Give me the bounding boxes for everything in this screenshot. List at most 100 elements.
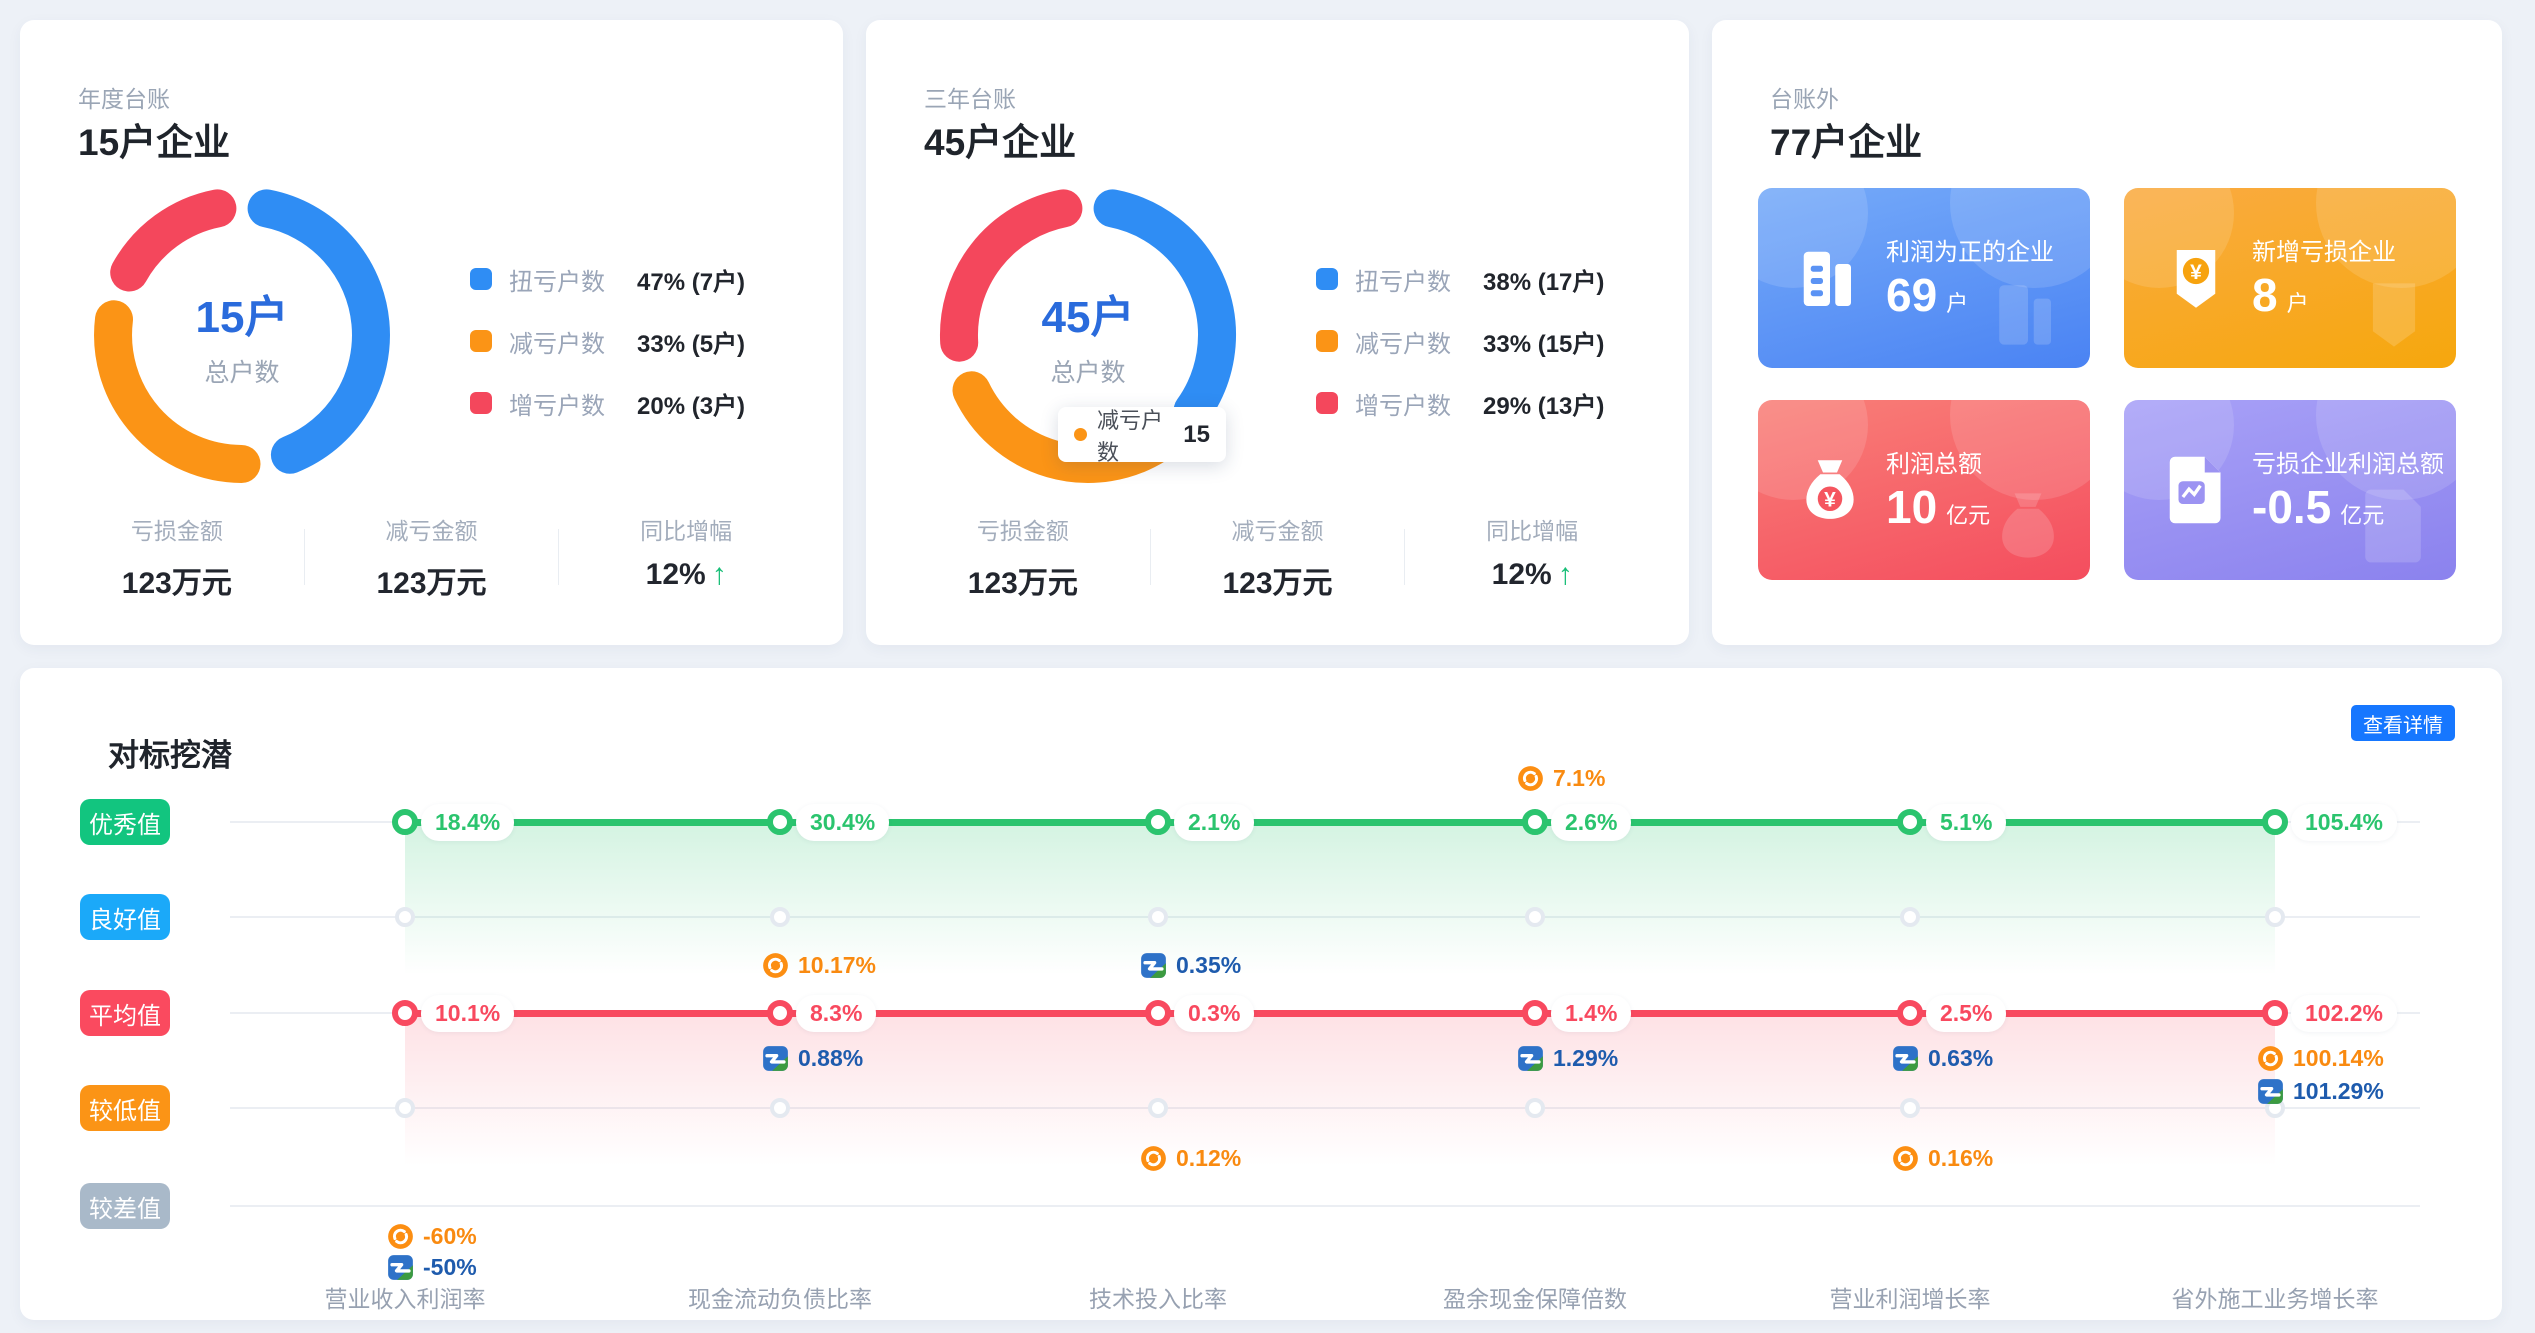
data-point[interactable] [1897,809,1923,835]
row-pill-2: 良好值 [80,894,170,940]
annual-donut-chart[interactable]: 15户 总户数 [92,185,392,485]
data-point[interactable] [767,1000,793,1026]
tile-unit: 户 [2286,291,2309,316]
company-marker: -50% [387,1252,477,1282]
shield-icon: ¥ [2154,236,2238,320]
orange-swirl-icon [1893,1145,1918,1171]
company-marker: 7.1% [1517,763,1605,793]
stat-divider [558,529,560,585]
stat-value: 123万元 [376,567,487,600]
three-year-ledger-card: 三年台账 45户企业 45户 总户数 减亏户数 15 扭亏户数 38% (17户)… [866,20,1689,645]
tooltip-value: 15 [1183,420,1210,448]
tile-value: 10 [1886,481,1938,533]
series-line [405,819,2275,826]
company-marker: 0.63% [1892,1043,1993,1073]
row-base-line [230,1107,2420,1109]
stat-tile[interactable]: 亏损企业利润总额 -0.5 亿元 [2124,400,2456,580]
marker-value: 101.29% [2293,1077,2384,1104]
legend-label: 扭亏户数 [509,268,605,296]
stat-item: 同比增幅 12% ↑ [559,512,813,602]
stat-divider [1149,529,1151,585]
tile-value-row: 69 户 [1886,268,1968,322]
marker-value: 0.63% [1928,1044,1994,1071]
stat-value: 123万元 [1222,567,1333,600]
marker-value: 0.16% [1928,1144,1994,1171]
category-label: 营业收入利润率 [324,1286,486,1312]
legend-item[interactable]: 扭亏户数 47% (7户) [470,248,745,310]
data-point[interactable] [1145,1000,1171,1026]
donut-segment[interactable] [110,189,237,292]
value-label: 8.3% [796,995,877,1032]
building-icon [1788,236,1872,320]
donut-segment[interactable] [247,189,390,474]
data-point[interactable] [2262,809,2288,835]
tile-value-row: -0.5 亿元 [2252,480,2384,534]
row-pill-3: 平均值 [80,990,170,1036]
blue-green-icon [763,1045,788,1071]
svg-text:¥: ¥ [1824,489,1836,512]
donut-svg[interactable] [92,185,392,485]
company-marker: -60% [387,1221,477,1251]
category-label: 营业利润增长率 [1829,1286,1991,1312]
empty-point [1525,1098,1545,1118]
tile-value: 69 [1886,269,1938,321]
legend-item[interactable]: 增亏户数 29% (13户) [1316,372,1604,434]
legend-item[interactable]: 增亏户数 20% (3户) [470,372,745,434]
moneybag-icon: ¥ [1788,448,1872,532]
donut-segment[interactable] [94,300,261,483]
stat-tile[interactable]: ¥ ¥ 利润总额 10 亿元 [1758,400,2090,580]
data-point[interactable] [1522,809,1548,835]
series-line [405,1010,2275,1017]
svg-text:¥: ¥ [2190,261,2202,284]
company-marker: 100.14% [2257,1043,2384,1073]
data-point[interactable] [767,809,793,835]
data-point[interactable] [1897,1000,1923,1026]
empty-point [1148,907,1168,927]
company-marker: 10.17% [762,950,876,980]
tooltip-label: 减亏户数 [1097,407,1164,465]
legend-item[interactable]: 减亏户数 33% (5户) [470,310,745,372]
empty-point [1148,1098,1168,1118]
donut-segment[interactable] [939,189,1083,362]
data-point[interactable] [1522,1000,1548,1026]
legend-item[interactable]: 扭亏户数 38% (17户) [1316,248,1604,310]
donut-segment[interactable] [1093,189,1236,430]
data-point[interactable] [1145,809,1171,835]
row-base-line [230,916,2420,918]
value-label: 10.1% [421,995,515,1032]
value-label: 30.4% [796,804,890,841]
data-point[interactable] [392,1000,418,1026]
card-subtitle: 三年台账 [924,86,1016,112]
data-point[interactable] [392,809,418,835]
data-point[interactable] [2262,1000,2288,1026]
company-marker: 1.29% [1517,1043,1618,1073]
moneybag-icon-watermark: ¥ [1982,480,2074,572]
blue-green-icon [388,1254,413,1280]
tile-value-row: 10 亿元 [1886,480,1990,534]
tooltip-series-dot [1074,428,1087,441]
stat-divider [303,529,305,585]
blue-green-icon [1141,952,1166,978]
tile-label: 亏损企业利润总额 [2252,451,2444,478]
category-label: 现金流动负债比率 [688,1286,872,1312]
document-icon-watermark [2348,480,2440,572]
company-marker: 0.16% [1892,1143,1993,1173]
stat-value: 12% ↑ [645,558,727,591]
legend-value: 33% (5户) [637,330,746,358]
legend-label: 减亏户数 [1355,330,1451,358]
stat-tile[interactable]: ¥ ¥ 新增亏损企业 8 户 [2124,188,2456,368]
legend-item[interactable]: 减亏户数 33% (15户) [1316,310,1604,372]
legend-swatch [1316,330,1338,352]
stat-divider [1404,529,1406,585]
annual-ledger-card: 年度台账 15户企业 15户 总户数 扭亏户数 47% (7户) 减亏户数 33% (… [20,20,843,645]
svg-text:¥: ¥ [2388,294,2401,320]
stat-tile[interactable]: 利润为正的企业 69 户 [1758,188,2090,368]
orange-swirl-icon [763,952,788,978]
tile-label: 利润为正的企业 [1886,239,2054,266]
empty-point [395,1098,415,1118]
tile-unit: 亿元 [2340,503,2385,528]
row-pill-1: 优秀值 [80,799,170,845]
stat-value: 123万元 [967,567,1078,600]
view-details-button[interactable]: 查看详情 [2351,705,2455,741]
value-label: 2.5% [1926,995,2007,1032]
